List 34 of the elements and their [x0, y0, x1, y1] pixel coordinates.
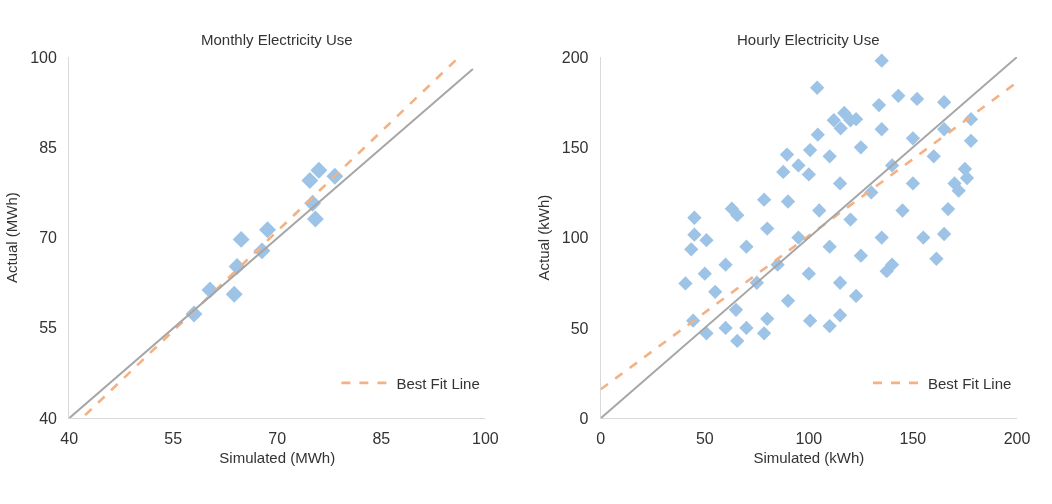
x-tick-label: 100	[472, 430, 499, 448]
x-tick-label: 200	[1003, 430, 1031, 448]
x-tick-label: 55	[164, 430, 183, 448]
y-tick-label: 150	[561, 138, 589, 156]
x-axis-title: Simulated (kWh)	[753, 449, 865, 467]
x-tick-label: 50	[695, 430, 714, 448]
y-tick-label: 50	[570, 319, 589, 337]
y-tick-label: 40	[39, 409, 58, 427]
x-axis-title: Simulated (MWh)	[219, 449, 336, 467]
point	[310, 161, 328, 179]
y-tick-label: 100	[561, 229, 589, 247]
chart-title: Hourly Electricity Use	[737, 31, 880, 48]
y-axis-title: Actual (MWh)	[3, 192, 21, 284]
x-tick-label: 100	[795, 430, 823, 448]
point	[306, 210, 324, 228]
x-tick-label: 150	[899, 430, 927, 448]
legend-label: Best Fit Line	[396, 374, 480, 392]
y-axis-title: Actual (kWh)	[535, 194, 553, 281]
legend-label: Best Fit Line	[927, 374, 1012, 392]
y-tick-label: 70	[39, 229, 58, 247]
y-tick-label: 100	[30, 48, 58, 66]
y-tick-label: 0	[579, 409, 589, 427]
x-tick-label: 0	[596, 430, 606, 448]
point	[232, 230, 250, 248]
y-tick-label: 55	[39, 319, 58, 337]
point	[259, 221, 276, 239]
y-tick-label: 85	[39, 138, 58, 156]
chart-title: Monthly Electricity Use	[201, 31, 353, 48]
point	[225, 285, 243, 303]
x-tick-label: 85	[372, 430, 391, 448]
x-tick-label: 70	[268, 430, 287, 448]
x-tick-label: 40	[60, 430, 79, 448]
y-tick-label: 200	[561, 48, 589, 66]
point	[301, 171, 319, 189]
